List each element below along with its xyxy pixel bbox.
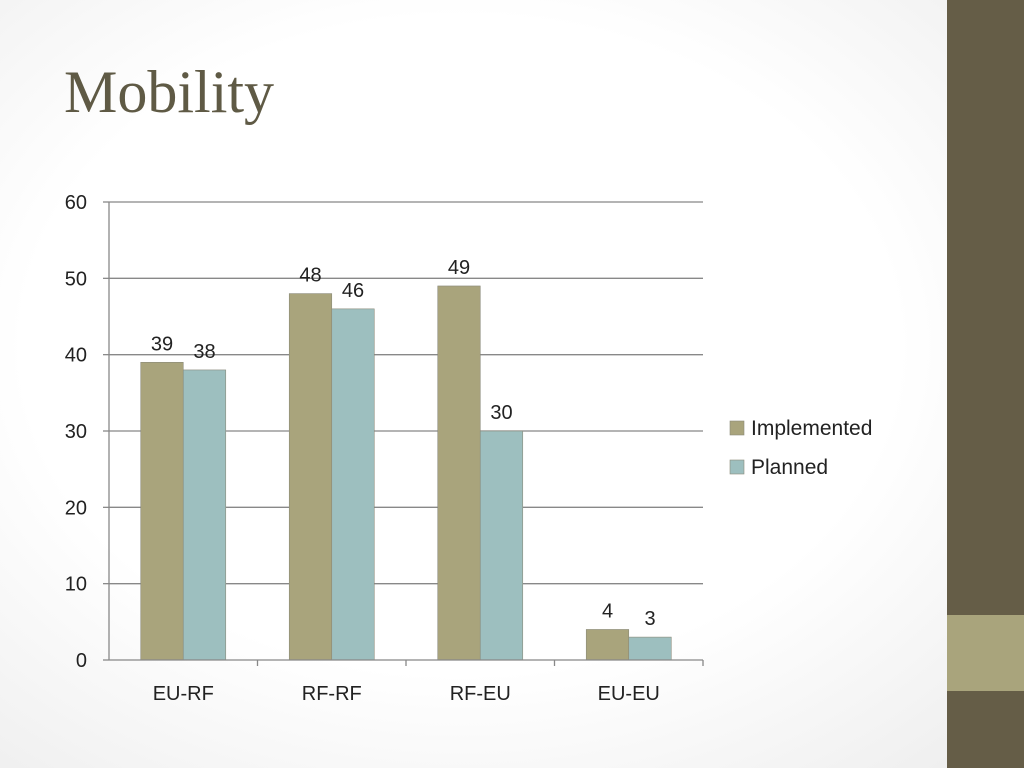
data-label: 46	[342, 280, 364, 302]
bar-planned-rf-rf	[331, 308, 375, 661]
legend-swatch-implemented	[729, 420, 745, 436]
data-label: 38	[193, 341, 215, 363]
legend-label-planned: Planned	[751, 456, 828, 479]
legend: Implemented Planned	[729, 417, 872, 479]
decorative-sidebar-accent	[947, 615, 1024, 691]
bars	[140, 285, 672, 661]
y-tick-label: 60	[65, 192, 87, 214]
y-tick-label: 10	[65, 574, 87, 596]
y-tick-label: 30	[65, 421, 87, 443]
bar-chart: 0 10 20 30 40 50 60 EU-RF RF-RF RF-EU EU-EU 39 38 48…	[65, 192, 873, 705]
bar-implemented-rf-rf	[288, 293, 333, 661]
data-label: 3	[644, 608, 655, 630]
x-category-label: EU-EU	[598, 683, 660, 705]
data-label: 30	[490, 402, 512, 424]
slide-title: Mobility	[64, 59, 275, 125]
bar-planned-eu-eu	[628, 636, 672, 661]
y-tick-label: 0	[76, 650, 87, 672]
y-tick-label: 20	[65, 497, 87, 519]
bar-implemented-eu-eu	[585, 629, 630, 661]
data-label: 4	[602, 600, 613, 622]
bar-planned-rf-eu	[479, 430, 524, 661]
y-tick-label: 40	[65, 345, 87, 367]
x-category-label: EU-RF	[153, 683, 214, 705]
x-category-label: RF-RF	[302, 683, 362, 705]
bar-implemented-eu-rf	[140, 361, 184, 661]
y-tick-label: 50	[65, 268, 87, 290]
legend-label-implemented: Implemented	[751, 417, 872, 440]
data-label: 48	[299, 265, 321, 287]
x-category-label: RF-EU	[450, 683, 511, 705]
axes: 0 10 20 30 40 50 60 EU-RF RF-RF RF-EU EU-EU	[65, 192, 704, 705]
legend-swatch-planned	[729, 459, 745, 475]
data-labels: 39 38 48 46 49 30 4 3	[151, 257, 656, 630]
data-label: 39	[151, 333, 173, 355]
bar-implemented-rf-eu	[437, 285, 481, 661]
data-label: 49	[448, 257, 470, 279]
bar-planned-eu-rf	[182, 369, 227, 661]
